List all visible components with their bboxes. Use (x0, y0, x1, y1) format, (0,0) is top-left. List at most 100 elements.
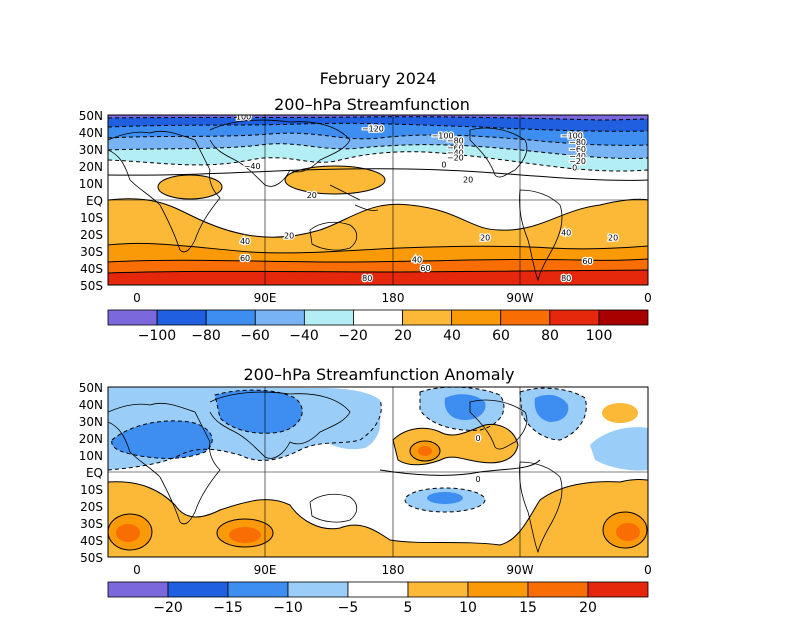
top-colorbar-swatch (549, 309, 600, 326)
bottom-gridlines (108, 387, 648, 557)
bottom-colorbar-label: 15 (519, 600, 537, 616)
top-contour-label: 80 (561, 274, 571, 283)
bottom-map-frame (107, 386, 649, 558)
bottom-colorbar-swatch (467, 581, 529, 598)
bottom-blob-ne-atlantic (602, 403, 638, 423)
top-map-subtitle: 200–hPa Streamfunction (274, 95, 470, 114)
top-lat-label: 10S (80, 211, 103, 225)
top-colorbar-swatch (500, 309, 551, 326)
bottom-lat-label: 30S (80, 517, 103, 531)
top-colorbar-swatch (156, 309, 207, 326)
top-lon-label: 180 (382, 291, 405, 305)
top-colorbar-swatch (353, 309, 403, 326)
bottom-contour-label: 0 (476, 434, 481, 443)
bottom-colorbar-labels: −20 −15 −10 −5 5 10 15 20 (153, 600, 597, 616)
top-contour-label: 40 (561, 228, 571, 237)
bottom-lat-label: 20S (80, 500, 103, 514)
top-contour-label: 60 (240, 254, 250, 263)
bottom-lat-label: 20N (79, 432, 103, 446)
top-colorbar-swatch (402, 309, 453, 326)
top-lat-label: 50N (79, 109, 103, 123)
top-lon-label: 90W (506, 291, 533, 305)
top-lat-label: 20S (80, 228, 103, 242)
top-blob-asia (285, 166, 385, 194)
top-lat-label: 30S (80, 245, 103, 259)
top-map: −120−100−80−60−40−200−100−80−60−40−200−4… (79, 109, 652, 305)
top-contour-label: −100 (561, 131, 583, 140)
top-contour-label: 20 (480, 233, 490, 242)
bottom-lat-label: 40N (79, 398, 103, 412)
bottom-contour-labels: 00 (474, 433, 482, 485)
top-gridlines (108, 115, 648, 285)
top-contour-label: 40 (412, 256, 422, 265)
top-contour-label: 60 (582, 257, 592, 266)
top-contour-label: 80 (362, 274, 372, 283)
top-contour-label: −100 (432, 131, 454, 140)
bottom-lon-label: 90W (506, 563, 533, 577)
top-contour-label: 20 (463, 176, 473, 185)
bottom-negative-north-2 (111, 420, 213, 459)
top-colorbar-label: −40 (289, 328, 319, 344)
bottom-blob-s-indian-core (229, 527, 261, 543)
bottom-lat-label: 30N (79, 415, 103, 429)
top-colorbar: −100 −80 −60 −40 −20 20 40 60 80 100 (107, 309, 649, 344)
top-map-frame (107, 114, 649, 286)
top-colorbar-label: −100 (138, 328, 176, 344)
bottom-negative-nw-pacific (215, 390, 303, 434)
bottom-colorbar-label: −10 (273, 600, 303, 616)
bottom-colorbar-swatch (167, 581, 229, 598)
bottom-negative-n-america-core (534, 394, 569, 422)
top-contour-label: −80 (569, 138, 586, 147)
bottom-lat-label: 10S (80, 483, 103, 497)
bottom-colorbar-swatch (407, 581, 469, 598)
bottom-colorbar-label: −5 (338, 600, 359, 616)
bottom-colorbar-swatch (227, 581, 289, 598)
top-contour-label: −40 (447, 148, 464, 157)
top-lon-labels: 0 90E 180 90W 0 (133, 291, 652, 305)
bottom-colorbar-swatch (587, 581, 649, 598)
top-positive-band-80 (108, 270, 648, 285)
top-contour-label: 0 (441, 160, 446, 169)
top-contour-label: 20 (284, 232, 294, 241)
top-contour-label: 20 (608, 233, 618, 242)
top-contour-label: 20 (307, 191, 317, 200)
bottom-map-fields: 00 (108, 387, 648, 557)
top-lat-label: 20N (79, 160, 103, 174)
bottom-blob-n-central-core-2 (418, 446, 432, 456)
top-contour-label: −120 (362, 125, 384, 134)
top-coastlines (108, 119, 563, 282)
bottom-blob-sw-pacific-core (427, 492, 463, 504)
top-map-fields: −120−100−80−60−40−200−100−80−60−40−200−4… (108, 113, 648, 285)
top-lon-label: 0 (644, 291, 652, 305)
bottom-contours (108, 387, 648, 551)
bottom-coastlines (108, 391, 563, 554)
top-contour-label: −20 (447, 154, 464, 163)
top-colorbar-label: −20 (338, 328, 368, 344)
top-lat-label: 40S (80, 262, 103, 276)
bottom-lon-label: 0 (644, 563, 652, 577)
top-lat-label: 40N (79, 126, 103, 140)
top-contour-label: −60 (447, 143, 464, 152)
bottom-colorbar: −20 −15 −10 −5 5 10 15 20 (107, 581, 649, 616)
bottom-lat-label: 10N (79, 449, 103, 463)
top-colorbar-swatches (107, 309, 649, 326)
top-lon-label: 0 (133, 291, 141, 305)
top-contours (108, 116, 648, 274)
bottom-colorbar-label: 10 (459, 600, 477, 616)
bottom-lat-labels: 50N 40N 30N 20N 10N EQ 10S 20S 30S 40S 5… (79, 381, 103, 565)
top-contour-label: −40 (569, 152, 586, 161)
top-colorbar-swatch (451, 309, 502, 326)
top-colorbar-label: −60 (240, 328, 270, 344)
bottom-colorbar-swatches (107, 581, 649, 598)
top-contour-label: 100 (236, 113, 251, 122)
top-lat-labels: 50N 40N 30N 20N 10N EQ 10S 20S 30S 40S 5… (79, 109, 103, 293)
top-contour-label: −20 (569, 157, 586, 166)
top-contour-label: −40 (244, 162, 261, 171)
bottom-lon-label: 180 (382, 563, 405, 577)
bottom-colorbar-label: −20 (153, 600, 183, 616)
top-colorbar-swatch (254, 309, 305, 326)
top-colorbar-labels: −100 −80 −60 −40 −20 20 40 60 80 100 (138, 328, 613, 344)
bottom-lat-label: 50N (79, 381, 103, 395)
bottom-lon-labels: 0 90E 180 90W 0 (133, 563, 652, 577)
top-colorbar-swatch (303, 309, 354, 326)
